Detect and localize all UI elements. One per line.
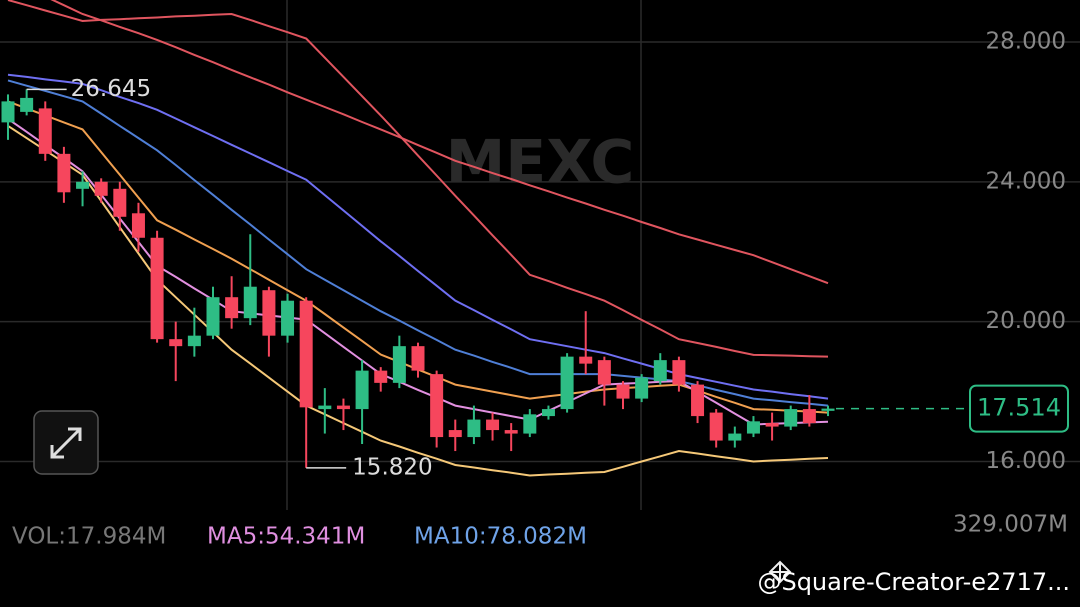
candle-body	[20, 97, 34, 112]
candle-body	[76, 181, 90, 189]
last-price-box	[969, 384, 1069, 433]
candle-body	[355, 370, 369, 410]
candle-body	[169, 339, 183, 347]
candle-body	[504, 430, 518, 434]
candle-body	[579, 356, 593, 364]
candle-body	[336, 405, 350, 410]
y-tick-label: 16.000	[986, 448, 1066, 474]
candle-body	[262, 290, 276, 336]
volume-label: VOL:17.984M	[12, 524, 166, 550]
candle-body	[281, 300, 295, 336]
candle-body	[635, 377, 649, 399]
candle-body	[374, 370, 388, 383]
candle-body	[709, 412, 723, 441]
expand-icon	[50, 427, 82, 459]
candle-body	[150, 237, 164, 340]
last-price-label: 17.514	[977, 394, 1061, 422]
candle-body	[430, 374, 444, 438]
candle-body	[187, 335, 201, 347]
candle-body	[448, 430, 462, 438]
candle-body	[1, 101, 15, 123]
candle-body	[802, 409, 816, 424]
candle-body	[821, 408, 835, 411]
volume-axis-label: 329.007M	[953, 512, 1068, 538]
candle-body	[746, 421, 760, 434]
y-tick-label: 24.000	[986, 168, 1066, 194]
volume-ma5: MA5:54.341M	[207, 524, 365, 550]
y-tick-label: 20.000	[986, 308, 1066, 334]
ma-line	[7, 79, 829, 407]
candle-body	[728, 433, 742, 441]
candle-body	[541, 409, 555, 417]
candle-body	[672, 360, 686, 385]
candle-body	[411, 346, 425, 371]
credit-icon	[768, 560, 792, 584]
candle-body	[299, 300, 313, 408]
candle-body	[467, 419, 481, 438]
candle-body	[206, 297, 220, 336]
candle-body	[113, 188, 127, 217]
candle-body	[94, 181, 108, 196]
volume-ma10: MA10:78.082M	[414, 524, 587, 550]
high-label: 26.645	[71, 76, 151, 102]
candle-body	[486, 419, 500, 431]
candle-body	[597, 360, 611, 385]
candle-body	[131, 213, 145, 238]
candle-body	[57, 153, 71, 193]
candle-body	[691, 384, 705, 417]
ma-line	[7, 125, 829, 477]
candle-body	[38, 108, 52, 154]
y-tick-label: 28.000	[986, 28, 1066, 54]
candle-body	[392, 346, 406, 383]
candle-body	[653, 360, 667, 382]
candle-body	[225, 297, 239, 319]
ma-line	[50, 0, 829, 285]
candle-body	[784, 409, 798, 427]
candle-body	[243, 286, 257, 319]
candle-body	[765, 423, 779, 427]
low-label: 15.820	[352, 454, 432, 480]
candle-body	[523, 414, 537, 434]
candle-body	[318, 405, 332, 410]
candle-body	[616, 384, 630, 399]
watermark: MEXC	[446, 128, 635, 198]
credit: @Square-Creator-e2717...	[757, 568, 1070, 596]
ma-line	[7, 0, 829, 358]
ma-line	[7, 73, 829, 400]
candle-body	[560, 356, 574, 410]
